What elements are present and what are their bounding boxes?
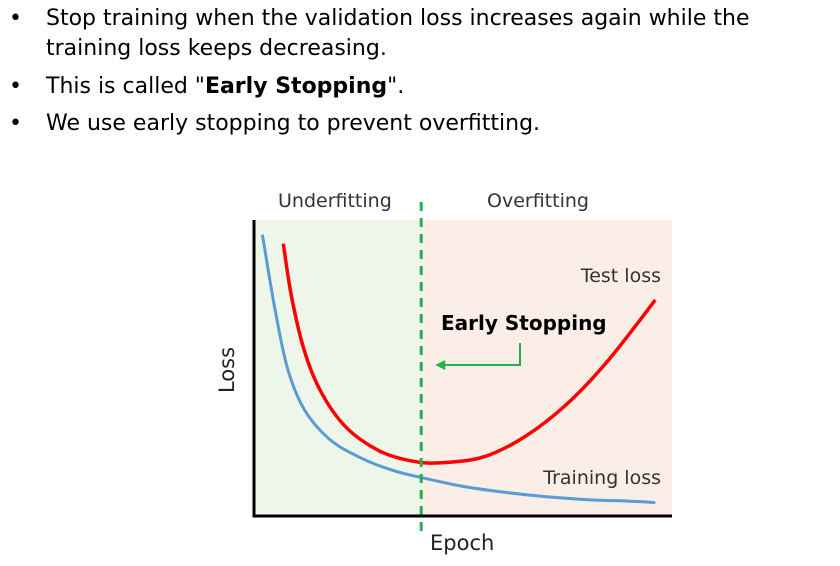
arrow-head-icon xyxy=(435,360,446,370)
bullet-dot: • xyxy=(9,6,22,31)
underfitting-region xyxy=(254,220,422,516)
overfitting-region xyxy=(421,220,672,516)
test-loss-line xyxy=(281,243,657,465)
early-stop-arrow xyxy=(443,343,521,366)
bullet-dot: • xyxy=(9,74,22,99)
bullet-text-prefix: This is called " xyxy=(46,74,205,99)
bullet-text: Stop training when the validation loss i… xyxy=(46,6,750,61)
test-loss-label: Test loss xyxy=(580,265,661,287)
training-loss-line xyxy=(260,234,656,505)
bullet-item: • We use early stopping to prevent overf… xyxy=(9,109,836,139)
bullet-text: We use early stopping to prevent overfit… xyxy=(46,111,541,136)
bullet-item: • This is called "Early Stopping". xyxy=(9,72,836,102)
bullet-text-bold: Early Stopping xyxy=(204,74,388,99)
overfitting-label: Overfitting xyxy=(487,190,589,212)
bullet-text-suffix: ". xyxy=(387,74,405,99)
early-stopping-chart: Underfitting Overfitting Early Stopping … xyxy=(215,190,672,555)
y-axis-label: Loss xyxy=(215,347,239,393)
x-axis-label: Epoch xyxy=(430,531,494,555)
early-stopping-annotation: Early Stopping xyxy=(441,311,607,335)
bullet-item: • Stop training when the validation loss… xyxy=(9,4,836,64)
training-loss-label: Training loss xyxy=(542,467,661,489)
underfitting-label: Underfitting xyxy=(278,190,392,212)
bullet-dot: • xyxy=(9,111,22,136)
